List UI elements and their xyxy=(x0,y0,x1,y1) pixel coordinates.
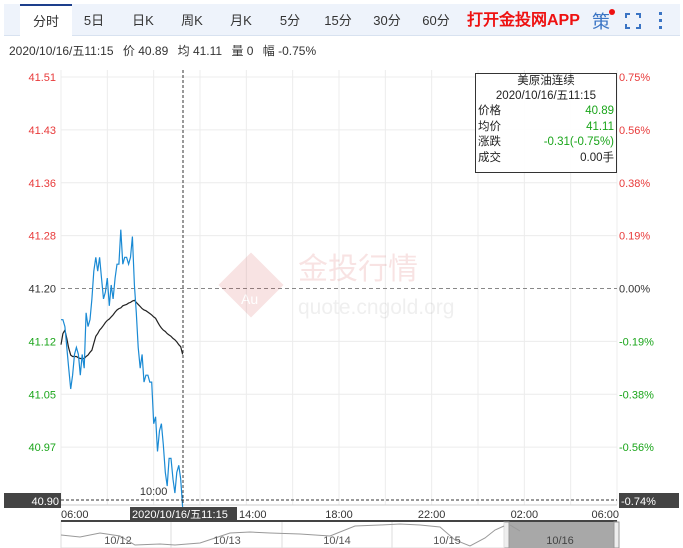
period-tab-bar: 分时 5日 日K 周K 月K 5分 15分 30分 60分 打开金投网APP 策 xyxy=(4,4,680,37)
info-change: 幅 -0.75% xyxy=(262,44,317,58)
tab-monthly-k[interactable]: 月K xyxy=(230,13,252,28)
notification-dot xyxy=(609,9,615,15)
tab-daily-k[interactable]: 日K xyxy=(132,13,154,28)
y-axis-price: 41.51 41.43 41.36 41.28 41.20 41.12 41.05 40.97 xyxy=(28,72,56,454)
strategy-label: 策 xyxy=(592,12,610,32)
more-vertical-icon[interactable] xyxy=(659,12,663,30)
y-tick-label: 41.28 xyxy=(28,231,56,243)
watermark-url: quote.cngold.org xyxy=(298,296,454,319)
data-tooltip: 美原油连续 2020/10/16/五11:15 价格 40.89 均价 41.11 … xyxy=(475,73,617,173)
y-tick-pct-label: -0.38% xyxy=(619,389,654,401)
x-tick-label: 18:00 xyxy=(325,509,353,521)
watermark: Au 金投行情 quote.cngold.org xyxy=(218,252,454,319)
tooltip-title: 美原油连续 xyxy=(517,75,575,87)
crosshair-price-label: 40.90 xyxy=(31,496,59,508)
x-tick-label: 14:00 xyxy=(239,509,267,521)
open-app-link[interactable]: 打开金投网APP xyxy=(467,12,580,29)
tooltip-label: 均价 xyxy=(478,120,501,133)
y-tick-pct-label: 0.56% xyxy=(619,125,650,137)
navigator-label: 10/16 xyxy=(546,535,574,547)
watermark-logo-text: Au xyxy=(241,291,258,307)
navigator-label: 10/12 xyxy=(104,535,132,547)
y-tick-label: 41.36 xyxy=(28,178,56,190)
tooltip-value: 0.00手 xyxy=(580,151,614,164)
y-tick-pct-label: -0.19% xyxy=(619,336,654,348)
tab-5min[interactable]: 5分 xyxy=(279,13,301,28)
tab-60min[interactable]: 60分 xyxy=(422,13,450,28)
tooltip-label: 成交 xyxy=(478,151,501,164)
price-line xyxy=(61,229,184,507)
crosshair-time-label: 2020/10/16/五11:15 xyxy=(132,509,228,521)
navigator-selection[interactable] xyxy=(507,522,616,548)
watermark-brand: 金投行情 xyxy=(298,252,418,287)
tab-15min[interactable]: 15分 xyxy=(324,13,352,28)
y-tick-label: 41.43 xyxy=(28,125,56,137)
y-tick-pct-label: 0.19% xyxy=(619,231,650,243)
tooltip-label: 涨跌 xyxy=(478,136,501,148)
tab-30min[interactable]: 30分 xyxy=(373,13,401,28)
navigator-handle-left[interactable] xyxy=(503,521,510,548)
tab-weekly-k[interactable]: 周K xyxy=(181,13,203,28)
info-datetime: 2020/10/16/五11:15 xyxy=(9,44,114,58)
tooltip-value: -0.31(-0.75%) xyxy=(543,136,614,148)
x-tick-label: 06:00 xyxy=(591,509,619,521)
tooltip-value: 40.89 xyxy=(585,105,614,117)
y-tick-pct-label: 0.75% xyxy=(619,72,650,84)
y-tick-pct-label: 0.38% xyxy=(619,178,650,190)
navigator-label: 10/15 xyxy=(433,535,461,547)
watermark-logo xyxy=(218,252,284,318)
x-tick-label: 02:00 xyxy=(511,509,539,521)
x-axis-time: 06:00 10:00 14:00 18:00 22:00 02:00 06:00 xyxy=(61,486,619,521)
y-axis-percent: 0.75% 0.56% 0.38% 0.19% 0.00% -0.19% -0.38% -0.… xyxy=(619,72,654,454)
y-tick-label: 41.51 xyxy=(28,72,56,84)
y-tick-label: 41.12 xyxy=(28,336,56,348)
strategy-button[interactable]: 策 xyxy=(592,8,615,34)
crosshair-time-box xyxy=(130,507,237,521)
y-tick-label: 41.05 xyxy=(28,389,56,401)
fullscreen-icon[interactable] xyxy=(625,13,641,29)
x-tick-label: 22:00 xyxy=(418,509,446,521)
navigator-label: 10/14 xyxy=(323,535,351,547)
tooltip-datetime: 2020/10/16/五11:15 xyxy=(495,90,597,102)
info-price: 价 40.89 xyxy=(122,44,169,58)
quote-summary: 2020/10/16/五11:15 价 40.89 均 41.11 量 0 幅 … xyxy=(9,42,322,59)
tooltip-label: 价格 xyxy=(478,105,501,117)
info-volume: 量 0 xyxy=(231,44,254,58)
average-price-line xyxy=(60,299,184,360)
navigator-handle-right[interactable] xyxy=(613,521,620,548)
crosshair-percent-box xyxy=(619,493,679,508)
range-navigator: 10/12 10/13 10/14 10/15 10/16 xyxy=(60,520,620,548)
tooltip-value: 41.11 xyxy=(586,120,614,133)
crosshair-percent-label: -0.74% xyxy=(621,496,656,508)
tab-5day[interactable]: 5日 xyxy=(83,13,105,28)
x-tick-label: 06:00 xyxy=(61,509,89,521)
x-tick-label: 10:00 xyxy=(140,486,168,498)
y-tick-pct-label: -0.56% xyxy=(619,442,654,454)
navigator-label: 10/13 xyxy=(213,535,241,547)
info-average: 均 41.11 xyxy=(177,44,223,58)
y-tick-label: 40.97 xyxy=(28,442,56,454)
y-tick-label: 41.20 xyxy=(28,284,56,296)
navigator-line xyxy=(60,523,521,547)
tab-intraday[interactable]: 分时 xyxy=(20,4,72,37)
crosshair-price-box xyxy=(4,493,61,508)
y-tick-pct-label: 0.00% xyxy=(619,284,650,296)
